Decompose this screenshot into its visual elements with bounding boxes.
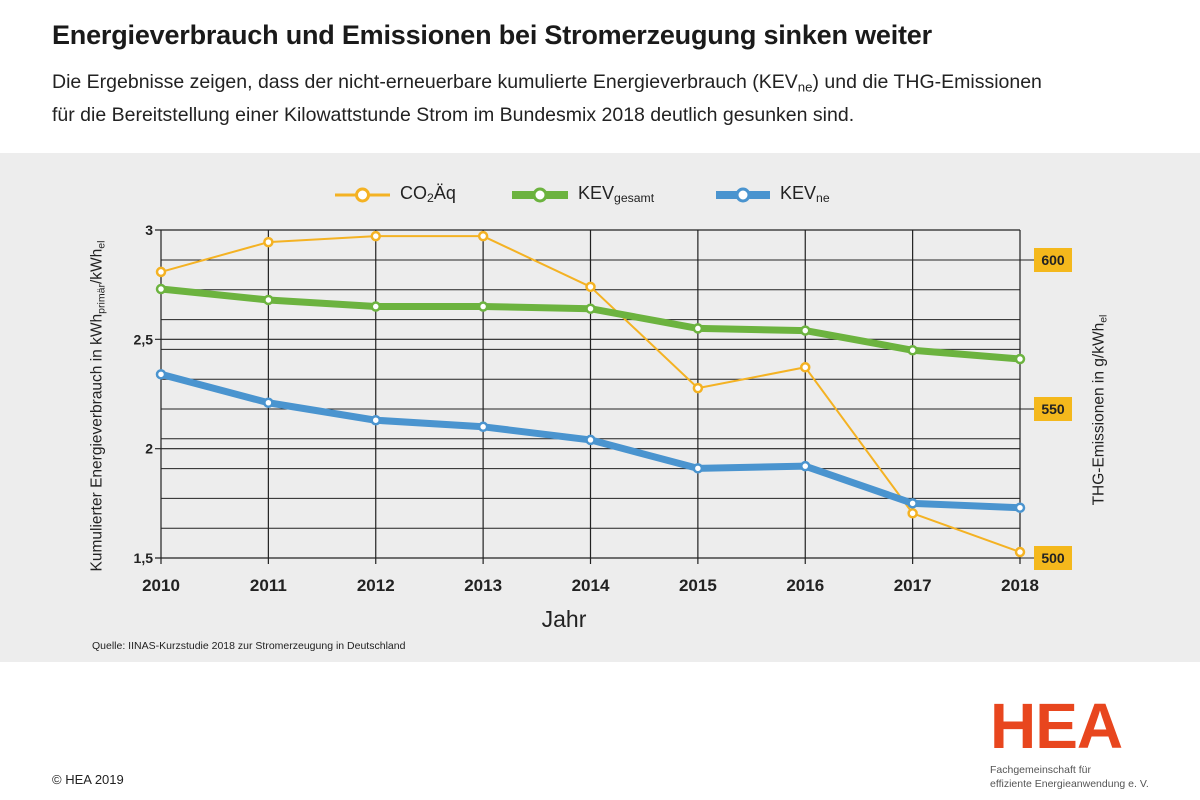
y-tick-label: 2 bbox=[145, 441, 153, 457]
data-point-co2aeq bbox=[477, 230, 489, 242]
x-tick-label: 2013 bbox=[464, 576, 502, 595]
data-point-kev-gesamt bbox=[800, 325, 811, 336]
data-point-kev-ne bbox=[263, 397, 274, 408]
data-point-kev-gesamt bbox=[585, 303, 596, 314]
data-point-kev-ne bbox=[477, 421, 489, 433]
data-point-kev-ne bbox=[907, 498, 918, 509]
y2-tick-label: 500 bbox=[1041, 550, 1065, 566]
y2-tick-label: 550 bbox=[1041, 401, 1065, 417]
subtitle-kev: KEV bbox=[758, 71, 798, 93]
x-tick-label: 2012 bbox=[357, 576, 395, 595]
x-tick-label: 2016 bbox=[786, 576, 824, 595]
data-point-kev-ne bbox=[1014, 502, 1026, 513]
data-point-kev-gesamt bbox=[692, 323, 704, 334]
legend-label-kev-gesamt: KEVgesamt bbox=[578, 183, 655, 206]
data-point-kev-ne bbox=[692, 463, 704, 474]
data-point-kev-gesamt bbox=[155, 283, 167, 295]
hea-logo: HEA bbox=[990, 690, 1123, 762]
legend-label-kev-ne: KEVne bbox=[780, 183, 830, 206]
data-point-co2aeq bbox=[585, 281, 596, 293]
data-point-co2aeq bbox=[907, 508, 918, 519]
data-point-kev-ne bbox=[800, 460, 811, 472]
data-point-co2aeq bbox=[692, 382, 704, 394]
data-point-co2aeq bbox=[800, 362, 811, 373]
data-point-kev-ne bbox=[585, 434, 596, 446]
data-point-kev-gesamt bbox=[907, 345, 918, 356]
legend-label-co2: CO2Äq bbox=[400, 183, 456, 206]
y-tick-label: 3 bbox=[145, 222, 153, 238]
y2-tick-label: 600 bbox=[1041, 252, 1065, 268]
data-point-co2aeq bbox=[155, 266, 167, 278]
chart-panel bbox=[0, 153, 1200, 662]
subtitle-kev-sub: ne bbox=[797, 79, 813, 95]
data-point-kev-gesamt bbox=[477, 301, 489, 312]
y2-tick-box bbox=[1034, 248, 1072, 272]
data-point-kev-gesamt bbox=[1014, 353, 1026, 365]
legend-marker-co2aeq bbox=[355, 187, 370, 203]
subtitle-text-end: ) und die THG-Emissionen bbox=[812, 71, 1042, 93]
data-point-kev-ne bbox=[370, 414, 381, 426]
logo-subtitle: Fachgemeinschaft für effiziente Energiean… bbox=[990, 764, 1149, 790]
y-tick-label: 2,5 bbox=[134, 331, 154, 347]
data-point-co2aeq bbox=[263, 236, 274, 248]
y-tick-label: 1,5 bbox=[134, 550, 154, 566]
x-tick-label: 2015 bbox=[679, 576, 717, 595]
x-tick-label: 2018 bbox=[1001, 576, 1039, 595]
y2-tick-box bbox=[1034, 546, 1072, 570]
x-tick-label: 2010 bbox=[142, 576, 180, 595]
x-axis-label: Jahr bbox=[541, 606, 587, 632]
y2-tick-box bbox=[1034, 397, 1072, 421]
y2-axis-label: THG-Emissionen in g/kWhel bbox=[1090, 314, 1110, 506]
data-point-co2aeq bbox=[1014, 546, 1026, 558]
x-tick-label: 2014 bbox=[572, 576, 610, 595]
x-tick-label: 2017 bbox=[894, 576, 932, 595]
copyright: © HEA 2019 bbox=[52, 772, 124, 787]
page-subtitle: Die Ergebnisse zeigen, dass der nicht-er… bbox=[52, 68, 1172, 129]
legend-marker-kev-gesamt bbox=[532, 187, 548, 203]
data-point-kev-ne bbox=[155, 369, 167, 380]
legend-marker-kev-ne bbox=[735, 187, 751, 203]
y-axis-label: Kumulierter Energieverbrauch in kWhprimä… bbox=[88, 240, 108, 572]
data-point-kev-gesamt bbox=[263, 294, 274, 306]
subtitle-text: Die Ergebnisse zeigen, dass der nicht-er… bbox=[52, 71, 759, 93]
page-title: Energieverbrauch und Emissionen bei Stro… bbox=[52, 20, 932, 50]
source-note: Quelle: IINAS-Kurzstudie 2018 zur Strome… bbox=[92, 640, 406, 652]
data-point-kev-gesamt bbox=[370, 301, 381, 312]
subtitle-line2: für die Bereitstellung einer Kilowattstu… bbox=[52, 104, 855, 127]
x-tick-label: 2011 bbox=[250, 576, 287, 595]
data-point-co2aeq bbox=[370, 230, 381, 242]
